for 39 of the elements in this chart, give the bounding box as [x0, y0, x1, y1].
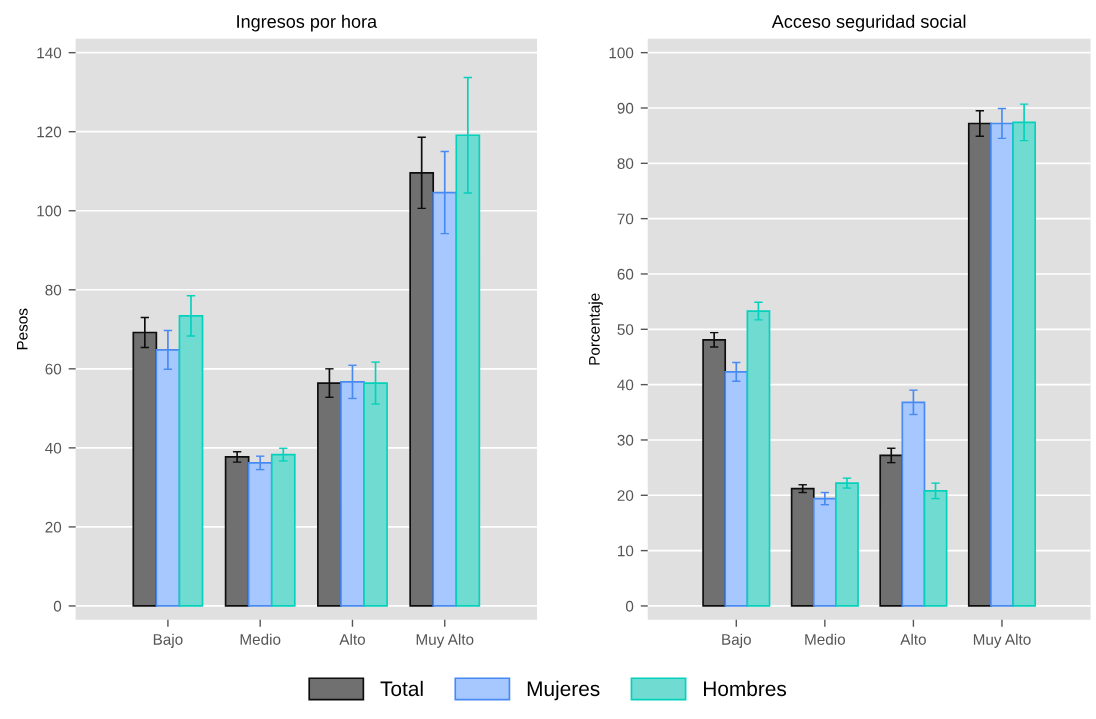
x-tick-label: Alto — [900, 633, 926, 645]
y-tick-label: 120 — [37, 126, 62, 138]
y-tick-label: 40 — [45, 442, 62, 454]
y-tick-label: 30 — [617, 434, 634, 446]
bar — [812, 497, 837, 607]
y-tick-label: 90 — [617, 102, 634, 114]
y-tick-label: 70 — [617, 213, 634, 225]
x-tick-label: Muy Alto — [416, 633, 474, 648]
legend-label: Total — [380, 680, 423, 697]
y-tick-label: 20 — [617, 490, 634, 501]
y-tick-label: 80 — [45, 284, 62, 296]
y-tick-label: 50 — [617, 324, 634, 335]
bar — [835, 482, 859, 607]
y-tick-label: 100 — [37, 205, 62, 217]
x-tick-label: Muy Alto — [973, 633, 1031, 648]
y-tick-label: 10 — [618, 545, 634, 557]
y-tick-label: 80 — [617, 158, 634, 169]
x-tick-label: Medio — [240, 633, 281, 645]
x-tick-label: Medio — [805, 633, 846, 645]
y-tick-label: 20 — [45, 521, 62, 533]
x-tick-label: Bajo — [722, 633, 751, 648]
bar — [790, 487, 815, 607]
y-tick-label: 40 — [617, 379, 634, 391]
bar — [270, 453, 296, 607]
y-tick-label: 60 — [617, 268, 634, 280]
y-axis-title: Pesos — [17, 308, 28, 350]
y-tick-label: 140 — [37, 47, 62, 59]
y-tick-label: 0 — [625, 600, 634, 612]
bar — [224, 456, 250, 607]
y-tick-label: 0 — [53, 600, 62, 612]
chart-title: Acceso seguridad social — [771, 14, 966, 32]
y-tick-label: 100 — [609, 47, 634, 59]
x-tick-label: Alto — [339, 633, 365, 645]
y-tick-label: 60 — [45, 363, 62, 375]
legend-label: Mujeres — [527, 680, 600, 701]
legend-label: Hombres — [704, 680, 787, 697]
x-tick-label: Bajo — [153, 633, 183, 648]
chart-title: Ingresos por hora — [237, 14, 378, 32]
y-axis-title: Porcentaje — [588, 293, 603, 365]
